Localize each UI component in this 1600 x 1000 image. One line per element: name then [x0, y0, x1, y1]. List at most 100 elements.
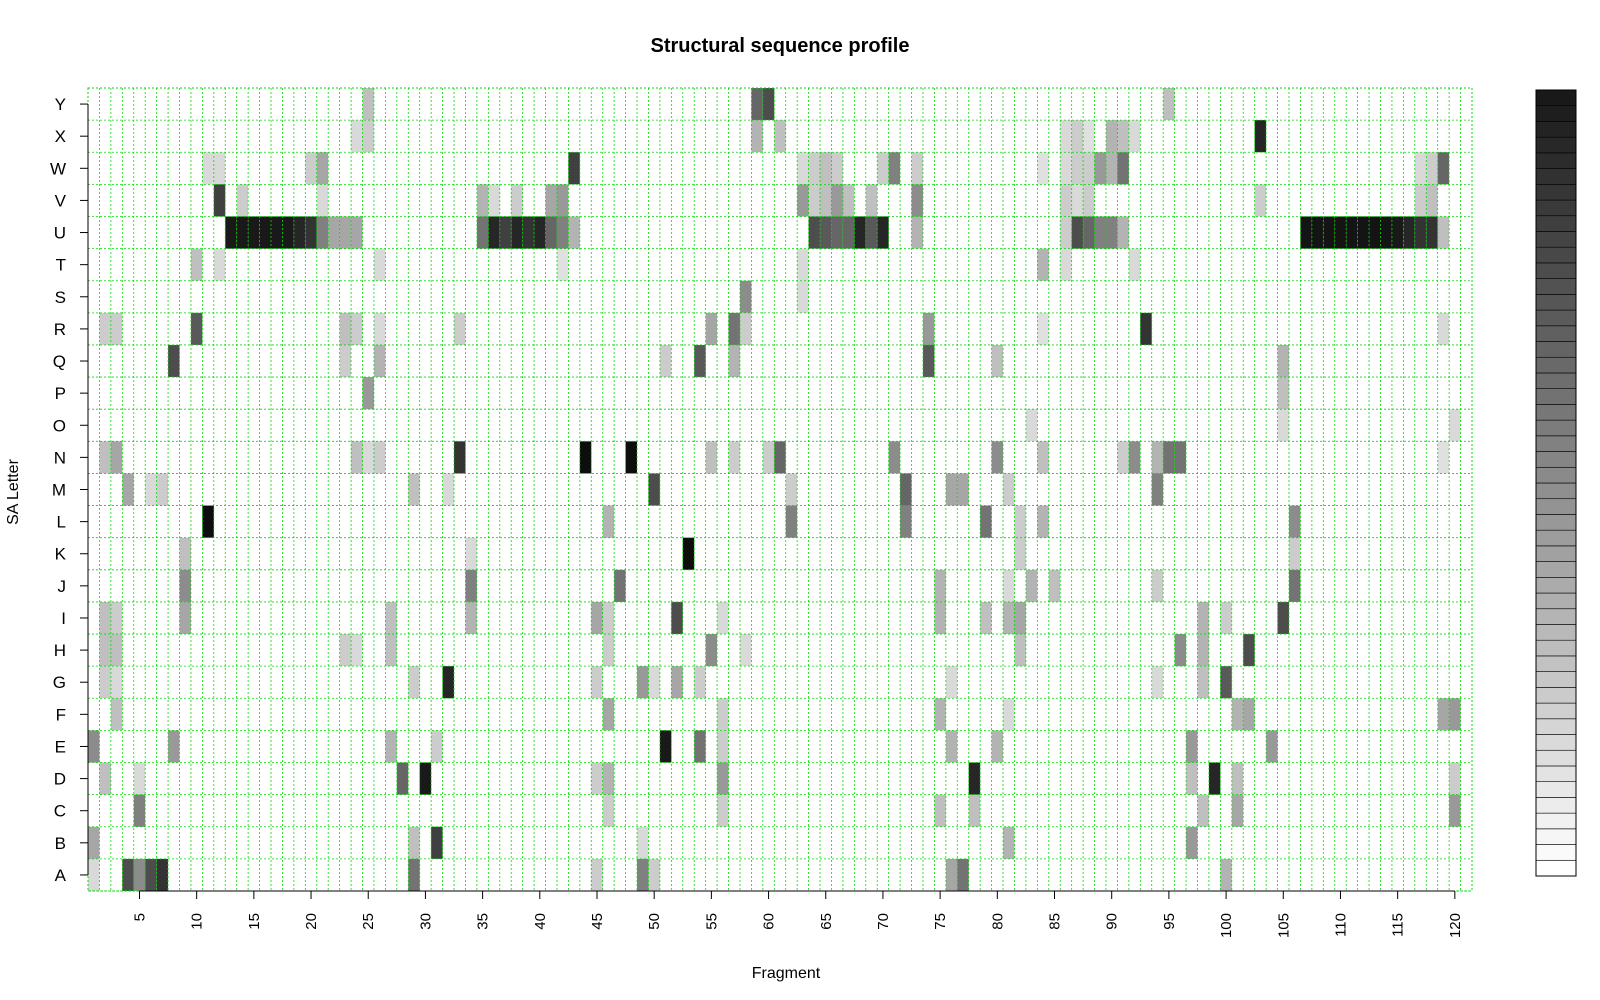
- heatmap-cell: [1014, 505, 1026, 538]
- heatmap-cell: [637, 666, 649, 699]
- heatmap-cell: [705, 441, 718, 474]
- heatmap-cell: [465, 537, 477, 570]
- x-tick-label: 45: [589, 913, 606, 930]
- heatmap-cell: [145, 473, 157, 506]
- colorbar-swatch: [1535, 671, 1577, 688]
- heatmap-cell: [351, 441, 363, 474]
- x-tick-label: 110: [1332, 913, 1349, 937]
- y-tick-label: R: [54, 320, 66, 339]
- colorbar-swatch: [1535, 749, 1577, 767]
- colorbar-swatch: [1535, 859, 1577, 877]
- colorbar-swatch: [1535, 215, 1577, 232]
- heatmap-cell: [1403, 216, 1415, 249]
- heatmap-cell: [351, 634, 363, 667]
- heatmap-cell: [614, 569, 626, 602]
- heatmap-cell: [133, 858, 146, 891]
- heatmap-cell: [1163, 88, 1175, 121]
- heatmap-cell: [1060, 248, 1072, 281]
- heatmap-cell: [1037, 152, 1049, 185]
- heatmap-cell: [785, 473, 798, 506]
- heatmap-cell: [271, 216, 283, 249]
- y-tick-label: Y: [55, 95, 66, 114]
- heatmap-cell: [820, 152, 832, 185]
- heatmap-cell: [1426, 184, 1438, 217]
- heatmap-cell: [934, 601, 946, 635]
- heatmap-cell: [1449, 698, 1461, 731]
- heatmap-cell: [797, 280, 809, 313]
- colorbar-swatch: [1535, 278, 1577, 295]
- heatmap-cell: [1277, 344, 1289, 378]
- heatmap-cell: [991, 344, 1004, 378]
- heatmap-cell: [488, 216, 500, 249]
- heatmap-cell: [637, 858, 649, 891]
- heatmap-cell: [1071, 184, 1084, 217]
- heatmap-cell: [1117, 152, 1129, 185]
- heatmap-cell: [820, 184, 832, 217]
- heatmap-cell: [705, 312, 718, 345]
- heatmap-cell: [968, 762, 981, 795]
- y-tick-label: F: [56, 705, 66, 724]
- heatmap-cell: [431, 730, 443, 763]
- x-tick-label: 75: [932, 913, 949, 930]
- heatmap-cell: [168, 344, 180, 378]
- heatmap-cell: [99, 634, 111, 667]
- heatmap-cell: [717, 762, 729, 795]
- heatmap-cell: [110, 698, 123, 731]
- heatmap-cell: [1071, 120, 1084, 153]
- heatmap-cell: [385, 601, 397, 635]
- heatmap-cell: [991, 441, 1004, 474]
- heatmap-cell: [820, 216, 832, 249]
- y-tick-label: L: [57, 513, 66, 532]
- heatmap-cell: [1014, 601, 1026, 635]
- heatmap-cell: [648, 473, 660, 506]
- heatmap-cell: [351, 312, 363, 345]
- heatmap-cell: [945, 473, 958, 506]
- heatmap-cell: [1083, 120, 1095, 153]
- heatmap-cell: [454, 441, 466, 474]
- heatmap-cell: [545, 216, 557, 249]
- heatmap-cell: [865, 216, 878, 249]
- heatmap-cell: [717, 730, 729, 763]
- heatmap-cell: [568, 152, 580, 185]
- colorbar: [1535, 89, 1577, 877]
- heatmap-cell: [1380, 216, 1392, 249]
- x-tick-label: 120: [1447, 913, 1464, 938]
- x-axis-label: Fragment: [752, 965, 821, 982]
- heatmap-cell: [339, 312, 352, 345]
- heatmap-cell: [385, 634, 397, 667]
- heatmap-cell: [980, 505, 992, 538]
- heatmap-cell: [1037, 248, 1049, 281]
- heatmap-cell: [168, 730, 180, 763]
- heatmap-cell: [602, 601, 615, 635]
- x-tick-label: 65: [818, 913, 835, 930]
- heatmap-cell: [190, 312, 203, 345]
- heatmap-cell: [545, 184, 557, 217]
- y-tick-label: N: [54, 448, 66, 467]
- colorbar-swatch: [1535, 325, 1577, 342]
- heatmap-cell: [1174, 441, 1187, 474]
- x-tick-label: 40: [532, 913, 549, 930]
- heatmap-cell: [934, 794, 946, 827]
- x-tick-label: 50: [646, 913, 663, 930]
- colorbar-swatch: [1535, 514, 1577, 531]
- colorbar-swatch: [1535, 105, 1577, 122]
- heatmap-cell: [442, 473, 455, 506]
- heatmap-cell: [1117, 216, 1129, 249]
- heatmap-cell: [190, 248, 203, 281]
- heatmap-cell: [1414, 152, 1427, 185]
- x-tick-label: 10: [189, 913, 206, 930]
- heatmap-cell: [1197, 634, 1209, 667]
- heatmap-cells: [88, 88, 1461, 891]
- heatmap-cell: [248, 216, 260, 249]
- y-tick-label: A: [55, 866, 67, 885]
- colorbar-swatch: [1535, 639, 1577, 657]
- heatmap-cell: [1243, 698, 1255, 731]
- heatmap-cell: [1140, 312, 1152, 345]
- colorbar-swatch: [1535, 388, 1577, 405]
- heatmap-cell: [831, 216, 843, 249]
- heatmap-cell: [1220, 601, 1232, 635]
- heatmap-cell: [99, 762, 111, 795]
- heatmap-cell: [511, 184, 523, 217]
- colorbar-swatch: [1535, 199, 1577, 217]
